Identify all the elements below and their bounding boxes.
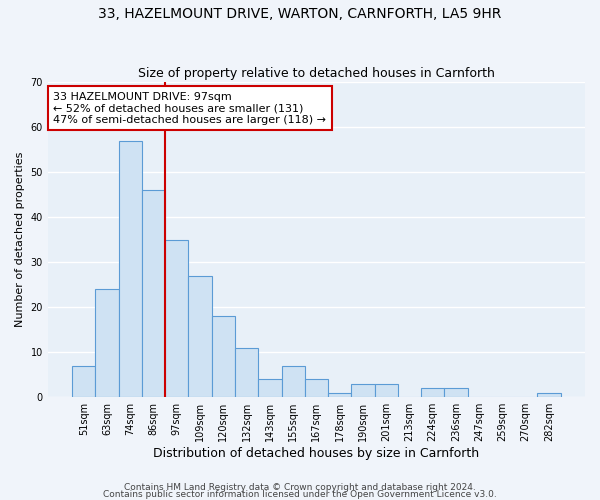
Bar [328,392,351,397]
Bar [305,379,328,397]
Title: Size of property relative to detached houses in Carnforth: Size of property relative to detached ho… [138,66,495,80]
Text: 33 HAZELMOUNT DRIVE: 97sqm
← 52% of detached houses are smaller (131)
47% of sem: 33 HAZELMOUNT DRIVE: 97sqm ← 52% of deta… [53,92,326,124]
Text: Contains HM Land Registry data © Crown copyright and database right 2024.: Contains HM Land Registry data © Crown c… [124,484,476,492]
Bar [235,348,258,397]
Bar [95,289,119,397]
Text: Contains public sector information licensed under the Open Government Licence v3: Contains public sector information licen… [103,490,497,499]
Bar [188,276,212,397]
Bar [165,240,188,397]
Bar [119,140,142,397]
Bar [72,366,95,397]
Bar [421,388,445,397]
Text: 33, HAZELMOUNT DRIVE, WARTON, CARNFORTH, LA5 9HR: 33, HAZELMOUNT DRIVE, WARTON, CARNFORTH,… [98,8,502,22]
Bar [445,388,467,397]
Bar [281,366,305,397]
X-axis label: Distribution of detached houses by size in Carnforth: Distribution of detached houses by size … [154,447,479,460]
Bar [351,384,374,397]
Bar [538,392,560,397]
Bar [374,384,398,397]
Bar [258,379,281,397]
Bar [142,190,165,397]
Bar [212,316,235,397]
Y-axis label: Number of detached properties: Number of detached properties [15,152,25,328]
